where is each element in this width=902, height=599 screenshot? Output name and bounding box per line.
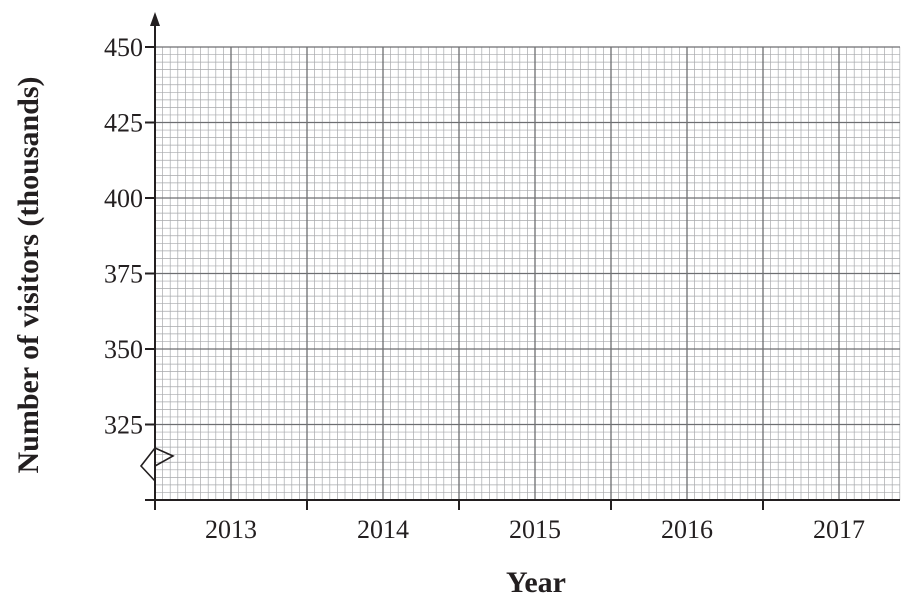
x-tick-label: 2013 [205, 515, 257, 544]
y-tick-label: 400 [104, 184, 143, 213]
y-axis-arrow-icon [150, 12, 160, 26]
y-tick-label: 325 [104, 411, 143, 440]
x-axis-title: Year [506, 566, 566, 599]
y-axis-title: Number of visitors (thousands) [12, 77, 45, 474]
y-tick-label: 350 [104, 335, 143, 364]
x-tick-label: 2015 [509, 515, 561, 544]
y-tick-label: 450 [104, 33, 143, 62]
axis-break-icon [141, 448, 155, 481]
x-tick-label: 2014 [357, 515, 409, 544]
x-tick-label: 2016 [661, 515, 713, 544]
y-ticks: 325 350 375 400 425 450 [104, 33, 155, 440]
y-tick-label: 425 [104, 109, 143, 138]
x-ticks: 2013 2014 2015 2016 2017 [155, 500, 865, 544]
y-tick-label: 375 [104, 260, 143, 289]
x-tick-label: 2017 [813, 515, 865, 544]
